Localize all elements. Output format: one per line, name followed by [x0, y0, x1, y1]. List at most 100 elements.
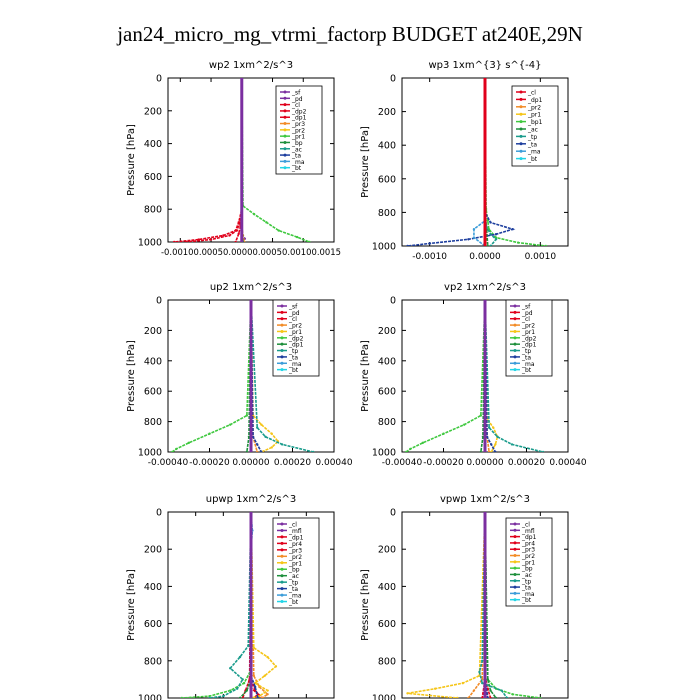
legend-label: _tp — [288, 348, 298, 355]
legend-marker — [280, 535, 284, 539]
series-point — [258, 694, 261, 698]
y-tick-label: 1000 — [372, 242, 396, 253]
legend-label: _dp1 — [291, 115, 307, 122]
legend-marker — [280, 574, 284, 578]
legend-label: _tp — [527, 134, 537, 141]
panel-title: vpwp 1xm^2/s^3 — [440, 494, 530, 505]
series-point — [242, 681, 246, 685]
series-point — [266, 689, 269, 692]
series-line-dp2 — [186, 78, 243, 242]
series-point — [245, 414, 249, 417]
legend-marker — [280, 554, 284, 558]
legend-marker — [280, 600, 284, 604]
legend-marker — [513, 323, 517, 327]
series-group — [406, 512, 542, 698]
panel-title: upwp 1xm^2/s^3 — [206, 494, 296, 505]
legend-label: _pr3 — [291, 121, 305, 128]
legend-marker — [513, 329, 517, 333]
legend-marker — [283, 103, 287, 107]
legend-marker — [283, 166, 287, 170]
series-point — [266, 693, 269, 696]
series-point — [208, 694, 211, 698]
legend-label: _pr1 — [288, 329, 302, 336]
legend-marker — [519, 157, 523, 161]
legend-label: _ma — [291, 159, 305, 166]
series-point — [280, 443, 284, 446]
legend-label: _sf — [288, 304, 298, 311]
legend-label: _bt — [527, 156, 538, 163]
series-point — [265, 221, 268, 224]
series-point — [539, 696, 542, 698]
legend-marker — [280, 548, 284, 552]
series-point — [500, 689, 503, 692]
legend-marker — [280, 349, 284, 353]
chart-panel-5: upwp 1xm^2/s^3 Pressure [hPa] 0 200 400 600 80… — [126, 494, 335, 700]
series-point — [494, 233, 498, 236]
legend-marker — [280, 317, 284, 321]
series-point — [541, 450, 545, 452]
legend-marker — [513, 541, 517, 545]
y-tick-label: 800 — [378, 208, 396, 219]
y-tick-label: 400 — [378, 356, 396, 367]
legend-label: _pr4 — [521, 540, 535, 547]
series-line-pr3 — [241, 512, 252, 698]
legend-label: _ma — [521, 591, 535, 598]
legend-marker — [519, 134, 523, 138]
series-point — [463, 423, 466, 426]
series-point — [442, 432, 445, 435]
legend-marker — [513, 566, 517, 570]
series-point — [496, 435, 499, 438]
legend-marker — [280, 561, 284, 565]
legend-label: _mfl — [288, 528, 302, 535]
y-tick-label: 600 — [144, 387, 162, 398]
legend-label: _dp1 — [521, 534, 537, 541]
legend-marker — [513, 528, 517, 532]
legend-label: _pd — [521, 310, 533, 317]
series-point — [295, 235, 299, 239]
y-tick-label: 0 — [390, 508, 396, 519]
series-point — [510, 443, 514, 446]
y-tick-label: 0 — [156, 296, 162, 307]
legend-marker — [280, 342, 284, 346]
series-point — [241, 678, 244, 681]
series-line-bp — [181, 512, 252, 698]
y-tick-label: 1000 — [138, 448, 162, 459]
legend-marker — [519, 97, 523, 101]
legend: _sf_pd_cl_pr2_pr1_dp2_dp1_tp_ta_ma_bt — [272, 299, 320, 377]
series-group — [172, 78, 311, 242]
legend-label: _pd — [288, 310, 300, 317]
y-tick-label: 400 — [144, 582, 162, 593]
series-point — [260, 696, 264, 698]
series-group — [404, 300, 545, 452]
series-point — [209, 238, 213, 241]
legend-label: _ta — [521, 354, 531, 361]
legend: _cl_dp1_pr2_pr1_bp1_ac_tp_ta_ma_bt — [511, 85, 559, 167]
y-tick-label: 200 — [144, 106, 162, 117]
legend-label: _cl — [521, 522, 530, 529]
series-point — [409, 447, 412, 451]
series-point — [421, 441, 424, 445]
series-point — [404, 450, 408, 452]
series-line-pr2 — [467, 512, 486, 698]
series-point — [479, 414, 483, 417]
series-point — [487, 450, 491, 452]
series-point — [208, 696, 211, 698]
y-tick-label: 600 — [144, 619, 162, 630]
legend-label: _bp — [521, 566, 533, 573]
legend-marker — [280, 567, 284, 571]
legend-label: _pr1 — [288, 560, 302, 567]
x-tick-label: 0.00000 — [466, 458, 503, 468]
series-point — [489, 244, 492, 246]
legend-marker — [513, 585, 517, 589]
series-point — [263, 674, 267, 677]
x-tick-label: 0.00020 — [508, 458, 545, 468]
legend-marker — [513, 535, 517, 539]
x-tick-labels: -0.00100.00050.00000.00050.00100.0015 — [161, 248, 341, 258]
series-line-ac — [484, 512, 497, 698]
series-point — [467, 238, 470, 241]
chart-panel-6: vpwp 1xm^2/s^3 Pressure [hPa] 0 200 400 600 80… — [360, 494, 569, 700]
series-point — [492, 426, 495, 429]
series-point — [256, 443, 259, 446]
series-point — [237, 232, 240, 235]
legend-marker — [280, 580, 284, 584]
